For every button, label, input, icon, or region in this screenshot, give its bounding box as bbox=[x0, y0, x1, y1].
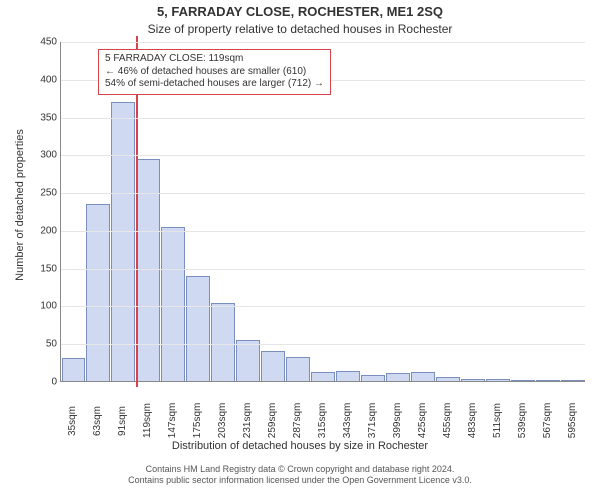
bar bbox=[62, 358, 86, 381]
y-tick: 50 bbox=[46, 339, 57, 350]
gridline bbox=[61, 193, 585, 194]
info-line-3: 54% of semi-detached houses are larger (… bbox=[105, 78, 324, 91]
y-tick: 100 bbox=[40, 301, 57, 312]
x-tick: 425sqm bbox=[417, 399, 428, 424]
bar bbox=[561, 380, 585, 382]
footer: Contains HM Land Registry data © Crown c… bbox=[0, 464, 600, 486]
footer-line-2: Contains public sector information licen… bbox=[0, 475, 600, 486]
bar bbox=[111, 102, 135, 381]
y-axis-label: Number of detached properties bbox=[14, 103, 26, 307]
x-tick: 595sqm bbox=[567, 399, 578, 424]
bar bbox=[486, 379, 510, 381]
bar bbox=[236, 340, 260, 381]
y-tick: 200 bbox=[40, 225, 57, 236]
info-line-2: ← 46% of detached houses are smaller (61… bbox=[105, 66, 324, 79]
chart-subtitle: Size of property relative to detached ho… bbox=[0, 22, 600, 36]
y-tick: 150 bbox=[40, 263, 57, 274]
bar bbox=[161, 227, 185, 381]
x-tick: 91sqm bbox=[117, 399, 128, 424]
info-line-1: 5 FARRADAY CLOSE: 119sqm bbox=[105, 53, 324, 66]
page-title: 5, FARRADAY CLOSE, ROCHESTER, ME1 2SQ bbox=[0, 4, 600, 19]
y-tick: 250 bbox=[40, 188, 57, 199]
x-tick: 539sqm bbox=[517, 399, 528, 424]
x-tick: 35sqm bbox=[67, 399, 78, 424]
chart-container: 5, FARRADAY CLOSE, ROCHESTER, ME1 2SQ Si… bbox=[0, 0, 600, 500]
info-box: 5 FARRADAY CLOSE: 119sqm ← 46% of detach… bbox=[98, 49, 331, 95]
y-tick: 400 bbox=[40, 74, 57, 85]
gridline bbox=[61, 231, 585, 232]
bar bbox=[511, 380, 535, 382]
x-tick: 287sqm bbox=[292, 399, 303, 424]
bar bbox=[136, 159, 160, 381]
x-tick: 343sqm bbox=[342, 399, 353, 424]
gridline bbox=[61, 269, 585, 270]
x-tick: 203sqm bbox=[217, 399, 228, 424]
bar bbox=[261, 351, 285, 381]
x-tick: 147sqm bbox=[167, 399, 178, 424]
gridline bbox=[61, 155, 585, 156]
bar bbox=[411, 372, 435, 381]
y-tick: 350 bbox=[40, 112, 57, 123]
x-tick: 455sqm bbox=[442, 399, 453, 424]
bar bbox=[361, 375, 385, 381]
x-tick: 483sqm bbox=[467, 399, 478, 424]
x-tick-row: 35sqm63sqm91sqm119sqm147sqm175sqm203sqm2… bbox=[60, 406, 585, 417]
x-tick: 567sqm bbox=[542, 399, 553, 424]
x-tick: 315sqm bbox=[317, 399, 328, 424]
bar bbox=[536, 380, 560, 382]
x-tick: 399sqm bbox=[392, 399, 403, 424]
gridline bbox=[61, 344, 585, 345]
x-tick: 175sqm bbox=[192, 399, 203, 424]
gridline bbox=[61, 118, 585, 119]
gridline bbox=[61, 42, 585, 43]
bar bbox=[286, 357, 310, 381]
y-tick: 450 bbox=[40, 37, 57, 48]
x-tick: 63sqm bbox=[92, 399, 103, 424]
bar bbox=[461, 379, 485, 381]
x-axis-label: Distribution of detached houses by size … bbox=[0, 440, 600, 452]
bar bbox=[311, 372, 335, 381]
bar bbox=[211, 303, 235, 381]
x-tick: 371sqm bbox=[367, 399, 378, 424]
y-tick: 300 bbox=[40, 150, 57, 161]
x-tick: 259sqm bbox=[267, 399, 278, 424]
bar bbox=[436, 377, 460, 381]
gridline bbox=[61, 306, 585, 307]
bar bbox=[186, 276, 210, 381]
bar bbox=[386, 373, 410, 381]
bar bbox=[336, 371, 360, 381]
y-tick: 0 bbox=[51, 377, 57, 388]
footer-line-1: Contains HM Land Registry data © Crown c… bbox=[0, 464, 600, 475]
x-tick: 119sqm bbox=[142, 399, 153, 424]
x-tick: 511sqm bbox=[492, 399, 503, 424]
x-tick: 231sqm bbox=[242, 399, 253, 424]
